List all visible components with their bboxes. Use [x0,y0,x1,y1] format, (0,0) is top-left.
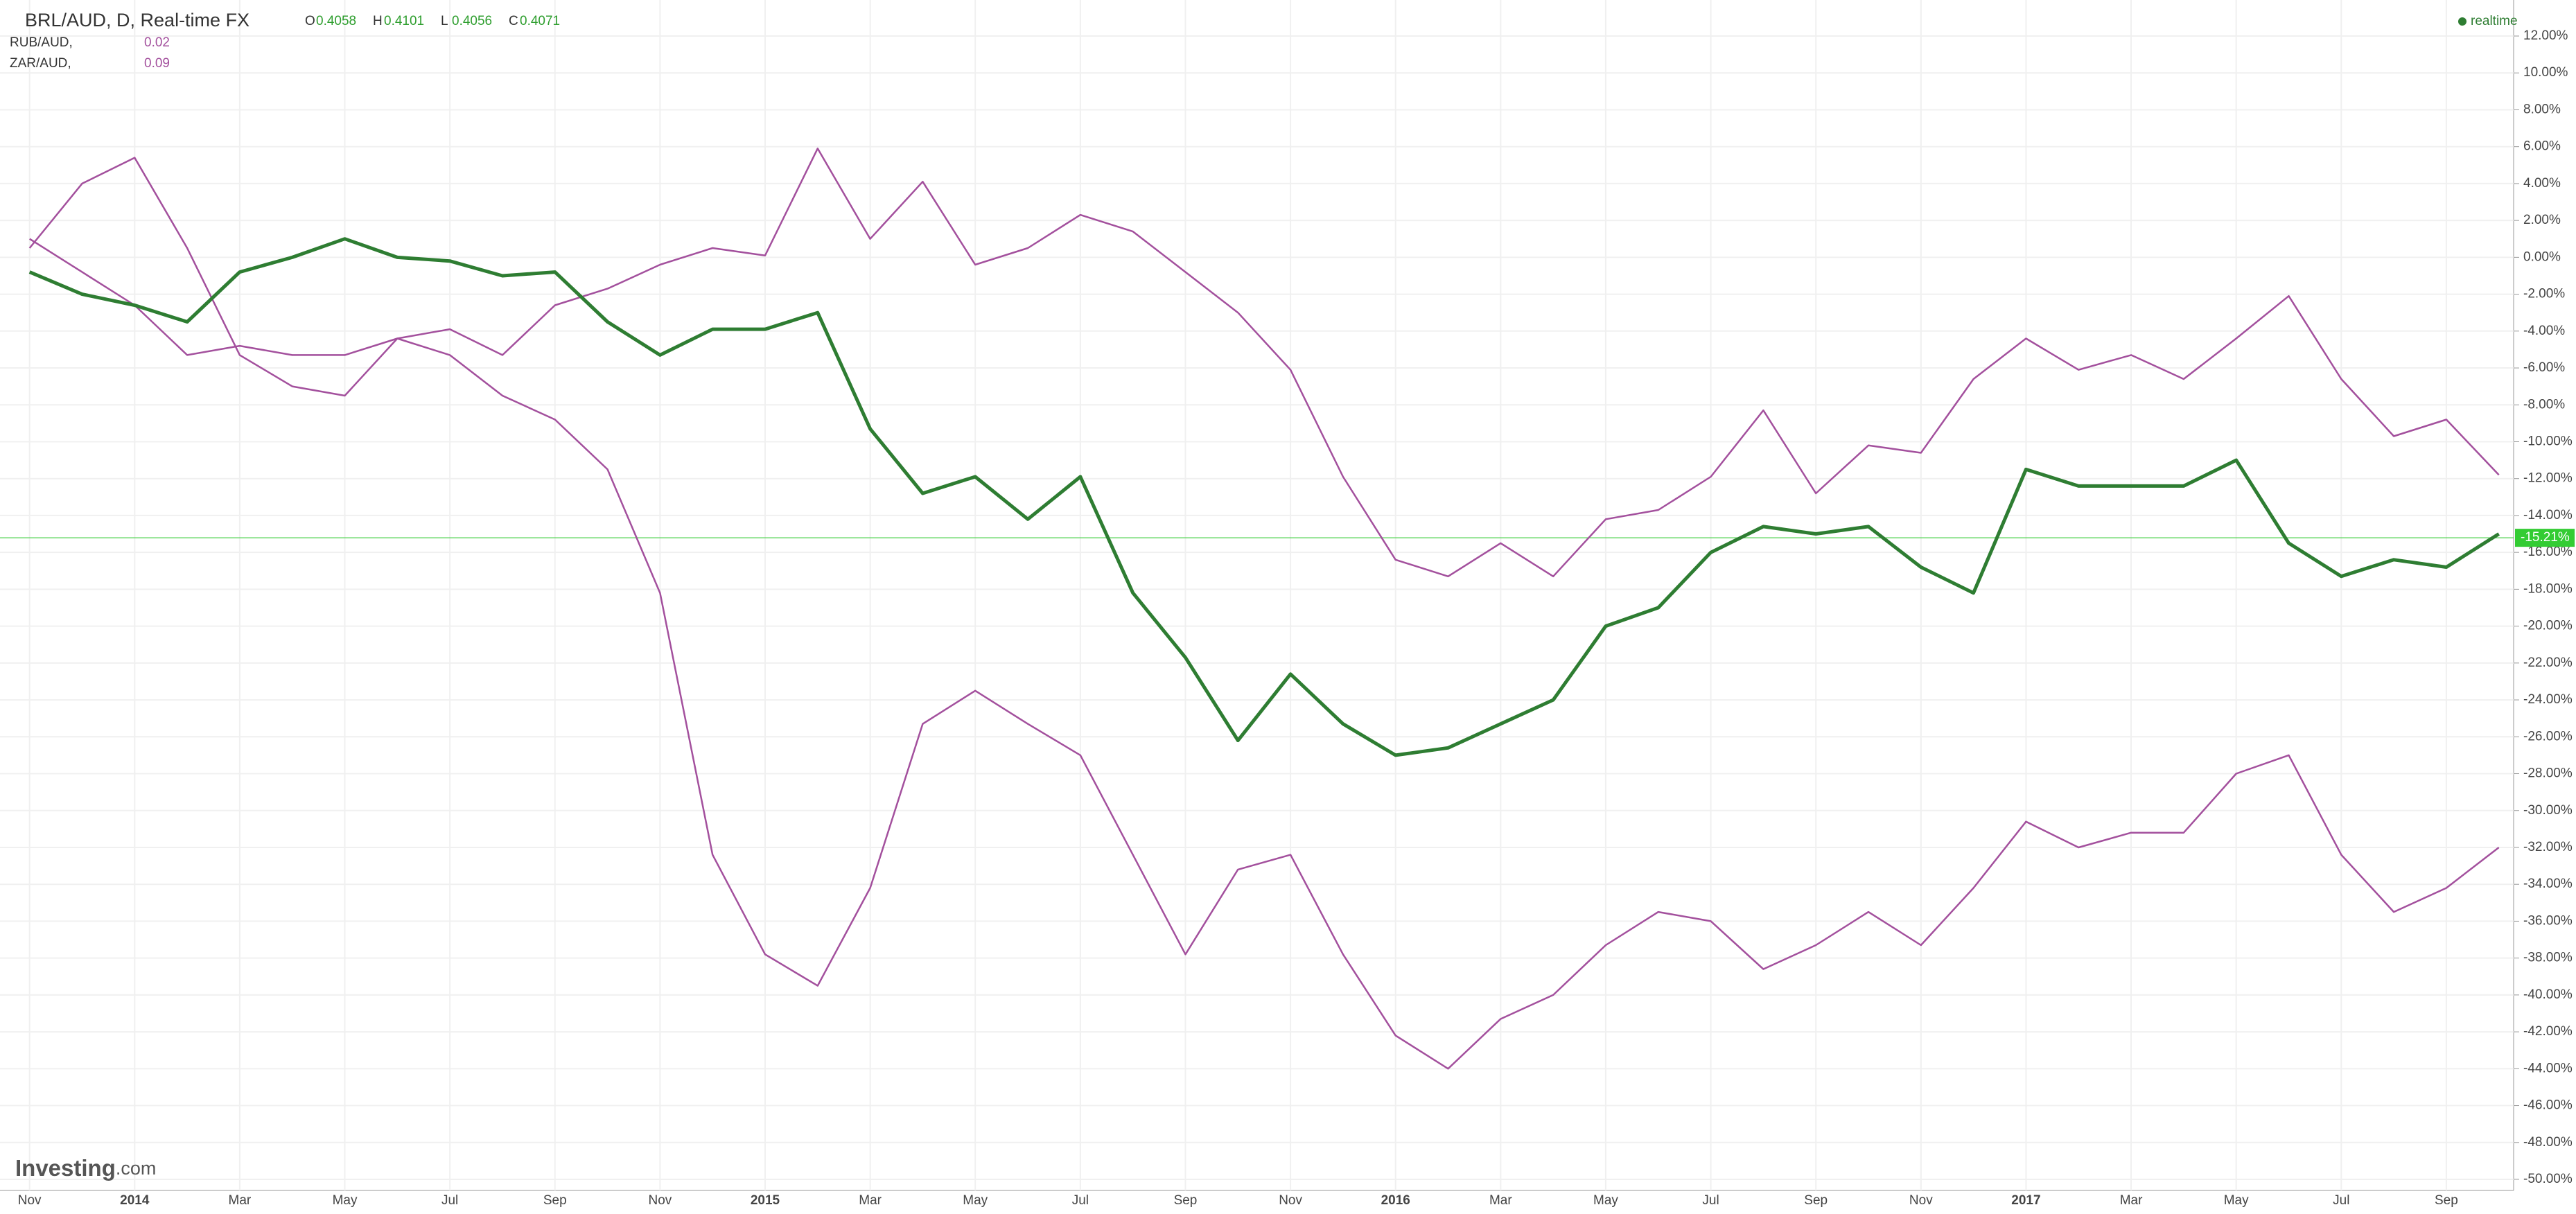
status: realtime [2471,14,2518,28]
y-tick-label: 10.00% [2523,65,2568,80]
y-tick-label: -4.00% [2523,324,2565,338]
y-tick-label: -38.00% [2523,951,2573,965]
x-tick-label: Sep [1804,1193,1828,1208]
y-tick-label: -28.00% [2523,766,2573,781]
x-tick-label: 2015 [751,1193,780,1208]
status-dot [2458,17,2467,26]
x-tick-label: Nov [648,1193,672,1208]
x-tick-label: Sep [2435,1193,2458,1208]
y-tick-label: -50.00% [2523,1172,2573,1186]
ohlc-key: H [373,14,383,28]
ohlc-value: 0.4058 [316,14,356,28]
series-line [28,237,2500,757]
ohlc-value: 0.4071 [520,14,560,28]
y-tick-label: -16.00% [2523,545,2573,559]
x-tick-label: May [1593,1193,1618,1208]
y-tick-label: -8.00% [2523,397,2565,412]
last-price-box [2515,529,2575,547]
y-tick-label: -46.00% [2523,1098,2573,1113]
y-tick-label: -42.00% [2523,1024,2573,1039]
y-tick-label: 8.00% [2523,102,2561,116]
y-tick-label: 2.00% [2523,213,2561,227]
y-tick-label: 0.00% [2523,249,2561,264]
x-tick-label: 2014 [120,1193,150,1208]
x-tick-label: Jul [2333,1193,2349,1208]
y-tick-label: -14.00% [2523,508,2573,522]
x-tick-label: Mar [2120,1193,2143,1208]
x-tick-label: Mar [859,1193,882,1208]
y-tick-label: -26.00% [2523,729,2573,744]
x-tick-label: Nov [1279,1193,1302,1208]
y-tick-label: -36.00% [2523,913,2573,928]
y-tick-label: -10.00% [2523,434,2573,448]
y-tick-label: -20.00% [2523,619,2573,633]
y-tick-label: 6.00% [2523,139,2561,154]
x-tick-label: May [963,1193,988,1208]
x-tick-label: Jul [1072,1193,1089,1208]
ohlc-value: 0.4101 [384,14,424,28]
series-line [28,148,2500,578]
x-tick-label: Jul [441,1193,458,1208]
ohlc-key: L [441,14,448,28]
x-tick-label: Sep [1174,1193,1198,1208]
legend-value: 0.09 [144,56,170,71]
y-tick-label: -30.00% [2523,803,2573,818]
x-tick-label: Mar [1489,1193,1512,1208]
y-tick-label: -34.00% [2523,877,2573,891]
y-tick-label: -12.00% [2523,471,2573,486]
y-tick-label: -24.00% [2523,692,2573,707]
plot: -15.21% [0,148,2575,1070]
ohlc-key: O [305,14,315,28]
last-price-label: -15.21% [2521,530,2570,545]
x-tick-label: Mar [229,1193,252,1208]
x-tick-label: 2016 [1381,1193,1410,1208]
y-tick-label: 4.00% [2523,176,2561,191]
main-series-title: BRL/AUD, D, Real-time FX [25,10,249,30]
x-tick-label: Sep [543,1193,567,1208]
x-tick-label: May [2224,1193,2249,1208]
legend-name: RUB/AUD, [10,35,73,50]
y-tick-label: -32.00% [2523,840,2573,854]
ohlc-key: C [509,14,518,28]
ohlc-value: 0.4056 [452,14,492,28]
x-tick-label: Nov [18,1193,42,1208]
logo-main: Investing [15,1155,116,1181]
logo: Investing.com [15,1155,156,1181]
x-tick-label: Nov [1909,1193,1933,1208]
y-tick-label: -2.00% [2523,287,2565,301]
y-tick-label: 12.00% [2523,28,2568,43]
y-tick-label: -44.00% [2523,1061,2573,1075]
y-tick-label: -18.00% [2523,581,2573,596]
legend-value: 0.02 [144,35,170,50]
series-line [29,238,2500,1070]
x-tick-label: Jul [1702,1193,1719,1208]
legend: BRL/AUD, D, Real-time FX RUB/AUD, 0.02 Z… [10,10,2518,1181]
y-tick-label: -22.00% [2523,656,2573,670]
legend-name: ZAR/AUD, [10,56,71,71]
logo-suffix: .com [116,1158,157,1179]
y-tick-label: -6.00% [2523,360,2565,375]
x-tick-label: 2017 [2011,1193,2040,1208]
y-tick-label: -48.00% [2523,1135,2573,1150]
x-tick-label: May [333,1193,358,1208]
y-tick-label: -40.00% [2523,987,2573,1002]
